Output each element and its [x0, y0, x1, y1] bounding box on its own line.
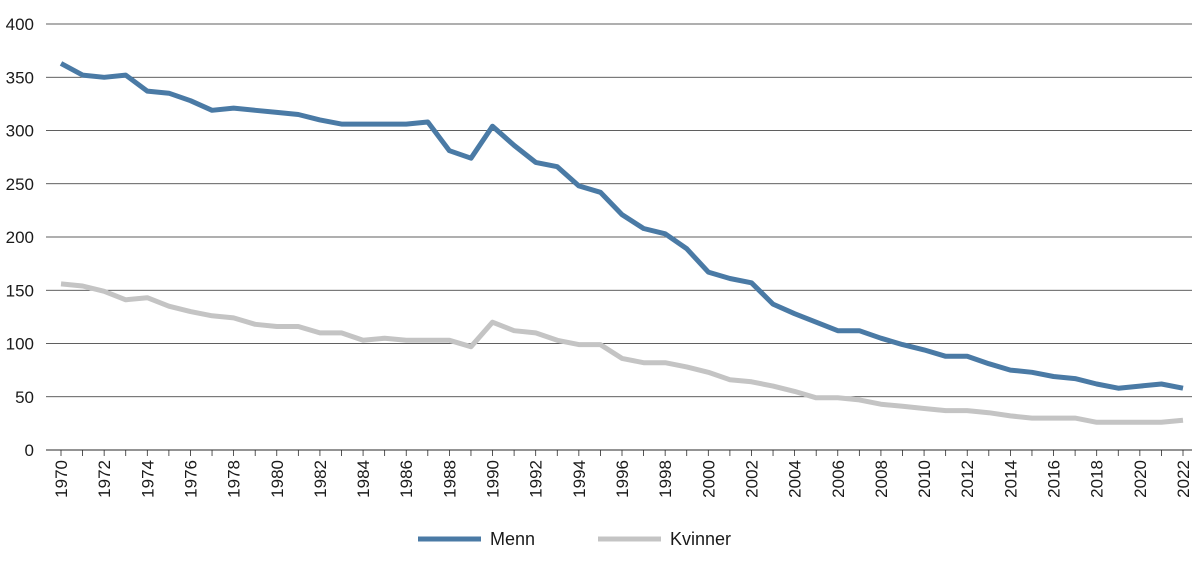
x-tick-label: 1988 [440, 460, 459, 498]
gridlines [46, 23, 1192, 451]
y-tick-label: 150 [6, 281, 34, 300]
x-tick-label: 2008 [872, 460, 891, 498]
y-tick-label: 100 [6, 335, 34, 354]
y-tick-label: 50 [15, 388, 34, 407]
legend-label-menn: Menn [490, 529, 535, 549]
x-tick-label: 1972 [95, 460, 114, 498]
x-tick-label: 1986 [397, 460, 416, 498]
x-tick-label: 1990 [484, 460, 503, 498]
x-tick-label: 2010 [915, 460, 934, 498]
x-tick-label: 1992 [527, 460, 546, 498]
y-axis: 0 50 100 150 200 250 300 350 400 [6, 15, 34, 460]
x-tick-label: 2014 [1001, 460, 1020, 498]
series-lines [59, 61, 1184, 425]
x-tick-label: 1980 [268, 460, 287, 498]
x-tick-label: 1998 [656, 460, 675, 498]
y-tick-label: 300 [6, 122, 34, 141]
x-tick-label: 2012 [958, 460, 977, 498]
y-tick-label: 0 [25, 441, 34, 460]
legend-label-kvinner: Kvinner [670, 529, 731, 549]
y-tick-label: 350 [6, 68, 34, 87]
x-axis: 1970 1972 1974 1976 1978 1980 1982 1984 1986 1988… [52, 450, 1193, 498]
x-tick-label: 2016 [1045, 460, 1064, 498]
x-tick-label: 2020 [1131, 460, 1150, 498]
y-tick-label: 200 [6, 228, 34, 247]
x-tick-label: 1996 [613, 460, 632, 498]
x-tick-label: 2004 [786, 460, 805, 498]
series-line-kvinner [60, 281, 1184, 425]
x-tick-label: 1976 [181, 460, 200, 498]
x-tick-label: 2006 [829, 460, 848, 498]
x-tick-label: 2002 [742, 460, 761, 498]
x-tick-label: 1994 [570, 460, 589, 498]
x-tick-label: 2018 [1088, 460, 1107, 498]
x-tick-label: 1974 [138, 460, 157, 498]
x-tick-label: 2022 [1174, 460, 1193, 498]
x-tick-label: 1970 [52, 460, 71, 498]
x-tick-label: 1984 [354, 460, 373, 498]
y-tick-label: 400 [6, 15, 34, 34]
series-line-menn [59, 61, 1184, 391]
x-tick-label: 1978 [225, 460, 244, 498]
y-tick-label: 250 [6, 175, 34, 194]
x-tick-label: 1982 [311, 460, 330, 498]
x-tick-label: 2000 [699, 460, 718, 498]
legend: Menn Kvinner [418, 529, 731, 549]
